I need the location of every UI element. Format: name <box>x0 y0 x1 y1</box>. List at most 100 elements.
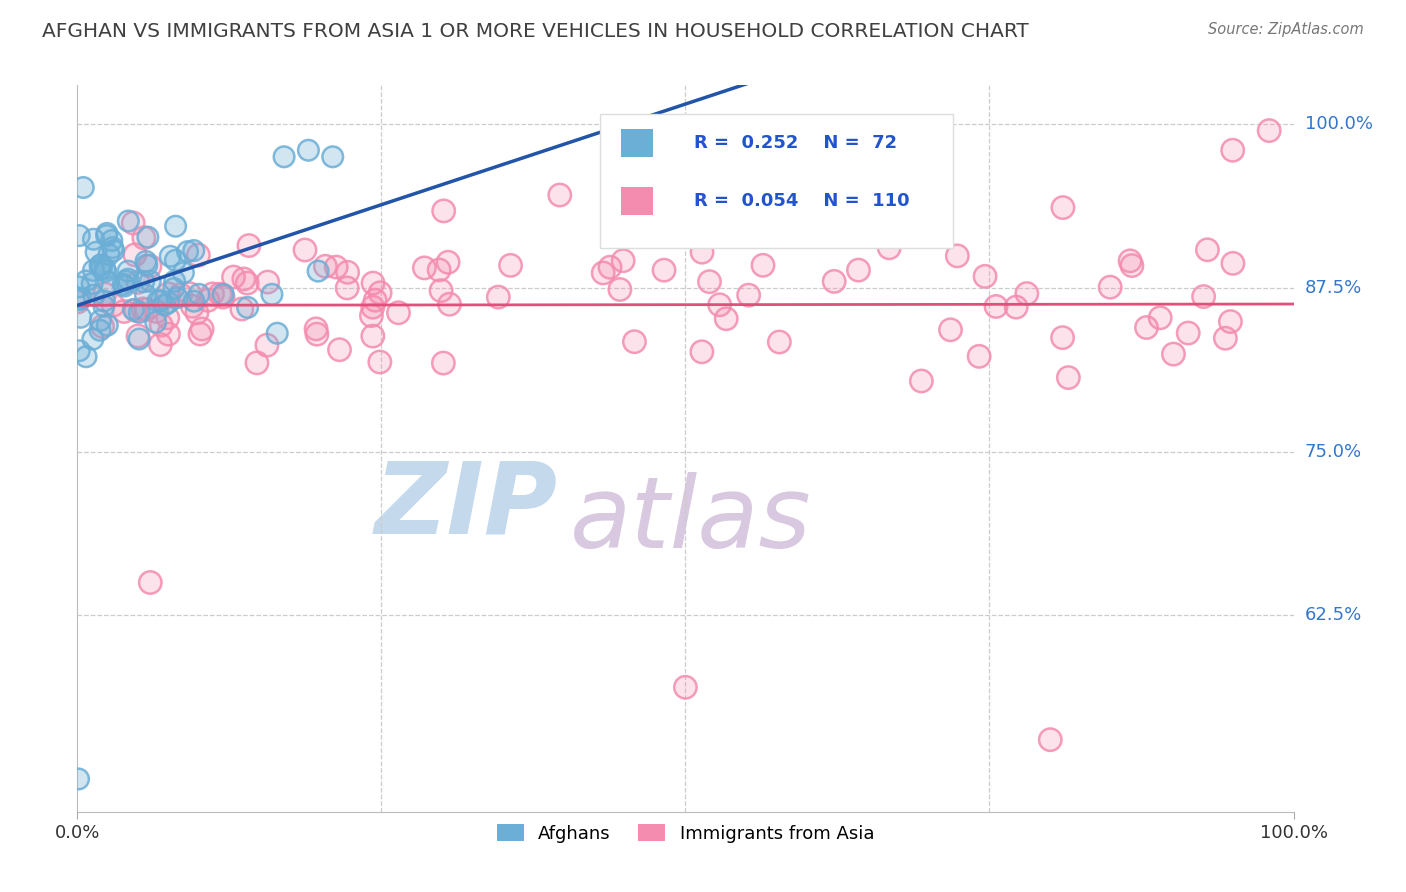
Point <box>1119 253 1142 268</box>
Point <box>336 281 359 295</box>
Point <box>974 269 997 284</box>
Point <box>1258 123 1281 137</box>
Point <box>877 241 900 255</box>
Point <box>188 326 211 341</box>
Point <box>709 298 731 312</box>
Point <box>946 249 969 263</box>
Point <box>139 575 162 590</box>
Point <box>266 326 288 341</box>
Point <box>325 260 347 274</box>
Point <box>209 287 232 301</box>
Point <box>368 355 391 369</box>
Text: R =  0.252    N =  72: R = 0.252 N = 72 <box>695 134 897 152</box>
Text: AFGHAN VS IMMIGRANTS FROM ASIA 1 OR MORE VEHICLES IN HOUSEHOLD CORRELATION CHART: AFGHAN VS IMMIGRANTS FROM ASIA 1 OR MORE… <box>42 22 1029 41</box>
Point <box>112 304 135 318</box>
Point <box>197 293 219 308</box>
Point <box>186 306 208 320</box>
Point <box>212 287 235 301</box>
Point <box>165 253 187 268</box>
Point <box>737 288 759 302</box>
Point <box>183 244 205 258</box>
Point <box>984 300 1007 314</box>
Point <box>737 288 759 302</box>
Point <box>69 310 91 325</box>
Point <box>260 287 283 301</box>
Point <box>159 249 181 263</box>
Point <box>336 281 359 295</box>
Point <box>609 283 631 297</box>
Point <box>328 343 350 357</box>
Point <box>439 297 461 311</box>
Point <box>939 323 962 337</box>
Point <box>652 263 675 277</box>
Point <box>135 254 157 268</box>
Point <box>1163 347 1185 361</box>
Legend: Afghans, Immigrants from Asia: Afghans, Immigrants from Asia <box>489 817 882 850</box>
Point <box>117 214 139 228</box>
Point <box>132 231 155 245</box>
Point <box>1057 370 1080 384</box>
Point <box>89 259 111 273</box>
Point <box>146 294 169 309</box>
Point <box>212 290 235 304</box>
Point <box>652 263 675 277</box>
Point <box>112 279 135 293</box>
Point <box>153 298 176 312</box>
Point <box>823 274 845 288</box>
Point <box>96 318 118 333</box>
Point <box>236 276 259 290</box>
Point <box>768 334 790 349</box>
Point <box>305 322 328 336</box>
Point <box>212 290 235 304</box>
Point <box>322 150 344 164</box>
Point <box>1121 259 1143 273</box>
Point <box>499 258 522 272</box>
Point <box>1099 280 1122 294</box>
Point <box>439 297 461 311</box>
Point <box>135 302 157 317</box>
Point <box>1052 331 1074 345</box>
Point <box>361 276 384 290</box>
Point <box>83 288 105 302</box>
Point <box>89 313 111 327</box>
Point <box>132 275 155 289</box>
Point <box>1258 123 1281 137</box>
Point <box>159 249 181 263</box>
Point <box>690 344 713 359</box>
Point <box>122 216 145 230</box>
Point <box>101 241 124 255</box>
Point <box>84 245 107 260</box>
Point <box>66 295 89 310</box>
Point <box>149 293 172 308</box>
Point <box>297 143 319 157</box>
Point <box>125 303 148 318</box>
Point <box>97 247 120 261</box>
Point <box>1192 289 1215 303</box>
Point <box>222 270 245 285</box>
Point <box>117 264 139 278</box>
Point <box>599 260 621 275</box>
Point <box>94 287 117 301</box>
Point <box>122 302 145 317</box>
Point <box>176 244 198 259</box>
Point <box>96 227 118 241</box>
Point <box>149 337 172 351</box>
Point <box>432 356 454 370</box>
Point <box>70 291 93 305</box>
Point <box>360 309 382 323</box>
Point <box>191 322 214 336</box>
Point <box>94 261 117 276</box>
Point <box>101 298 124 312</box>
Point <box>1222 256 1244 270</box>
Point <box>486 290 509 304</box>
Point <box>201 286 224 301</box>
Point <box>149 293 172 308</box>
Point <box>499 258 522 272</box>
Point <box>134 288 156 302</box>
Point <box>314 259 336 273</box>
Point <box>322 150 344 164</box>
Point <box>256 275 278 289</box>
Point <box>1197 243 1219 257</box>
Point <box>246 356 269 370</box>
Point <box>135 302 157 317</box>
